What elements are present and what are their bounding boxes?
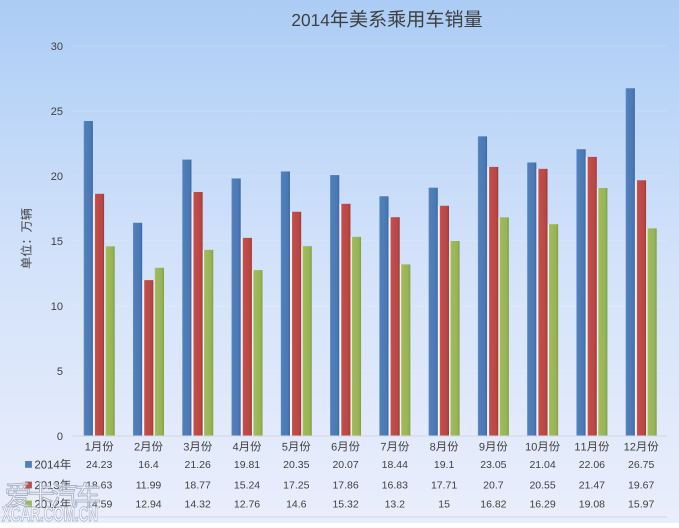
svg-text:16.83: 16.83 bbox=[382, 480, 408, 492]
svg-text:20: 20 bbox=[51, 171, 63, 183]
svg-text:14.32: 14.32 bbox=[185, 499, 211, 511]
svg-text:25: 25 bbox=[51, 106, 63, 118]
svg-text:19.67: 19.67 bbox=[628, 480, 654, 492]
svg-text:20.55: 20.55 bbox=[529, 480, 555, 492]
svg-text:15: 15 bbox=[438, 499, 450, 511]
svg-text:22.06: 22.06 bbox=[579, 459, 605, 471]
svg-text:23.05: 23.05 bbox=[480, 459, 506, 471]
svg-text:21.47: 21.47 bbox=[579, 480, 605, 492]
svg-text:24.23: 24.23 bbox=[86, 459, 112, 471]
svg-text:20.07: 20.07 bbox=[332, 459, 358, 471]
svg-text:16.4: 16.4 bbox=[138, 459, 159, 471]
svg-text:15.24: 15.24 bbox=[234, 480, 260, 492]
svg-text:11.99: 11.99 bbox=[136, 480, 162, 492]
svg-text:15.32: 15.32 bbox=[332, 499, 358, 511]
svg-text:18.44: 18.44 bbox=[382, 459, 408, 471]
svg-text:0: 0 bbox=[57, 431, 63, 443]
svg-text:13.2: 13.2 bbox=[385, 499, 406, 511]
svg-text:5: 5 bbox=[57, 366, 63, 378]
svg-text:20.35: 20.35 bbox=[283, 459, 309, 471]
svg-text:21.26: 21.26 bbox=[185, 459, 211, 471]
svg-text:12.94: 12.94 bbox=[135, 499, 161, 511]
svg-text:17.86: 17.86 bbox=[332, 480, 358, 492]
svg-text:15: 15 bbox=[51, 236, 63, 248]
svg-text:15.97: 15.97 bbox=[628, 499, 654, 511]
svg-text:26.75: 26.75 bbox=[628, 459, 654, 471]
svg-text:19.81: 19.81 bbox=[234, 459, 260, 471]
svg-text:30: 30 bbox=[51, 41, 63, 53]
svg-text:19.08: 19.08 bbox=[579, 499, 605, 511]
svg-text:21.04: 21.04 bbox=[529, 459, 555, 471]
svg-text:10: 10 bbox=[51, 301, 63, 313]
svg-text:14.6: 14.6 bbox=[286, 499, 307, 511]
svg-text:17.71: 17.71 bbox=[431, 480, 457, 492]
svg-text:18.77: 18.77 bbox=[185, 480, 211, 492]
svg-text:19.1: 19.1 bbox=[434, 459, 455, 471]
svg-text:12.76: 12.76 bbox=[234, 499, 260, 511]
svg-text:20.7: 20.7 bbox=[483, 480, 504, 492]
svg-text:17.25: 17.25 bbox=[283, 480, 309, 492]
svg-text:16.82: 16.82 bbox=[480, 499, 506, 511]
svg-text:16.29: 16.29 bbox=[529, 499, 555, 511]
